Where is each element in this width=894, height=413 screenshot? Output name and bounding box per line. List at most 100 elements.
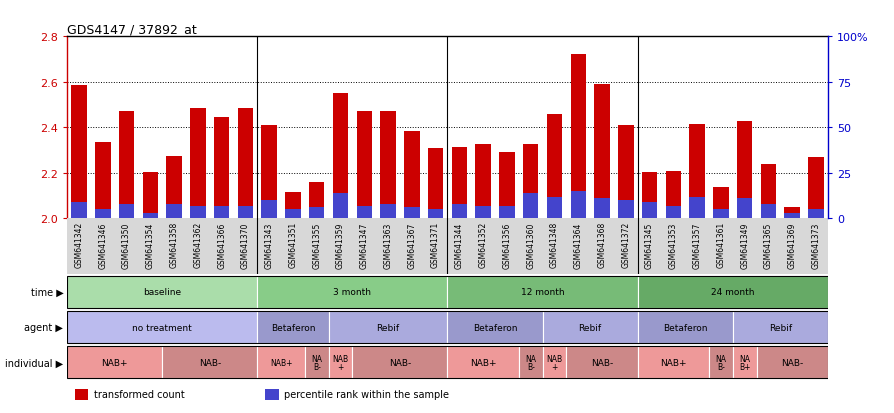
Bar: [713, 187, 728, 219]
Text: GSM641363: GSM641363: [384, 222, 392, 268]
Bar: [807, 157, 822, 219]
Text: NAB+: NAB+: [660, 358, 686, 367]
Bar: [760, 204, 775, 219]
Bar: [190, 109, 206, 219]
Text: Rebif: Rebif: [376, 323, 400, 332]
Bar: [166, 157, 181, 219]
Bar: [447, 311, 542, 343]
Text: individual ▶: individual ▶: [5, 357, 63, 368]
Text: GSM641350: GSM641350: [122, 222, 131, 268]
Text: GSM641354: GSM641354: [146, 222, 155, 268]
Bar: [665, 171, 680, 219]
Bar: [308, 208, 325, 219]
Bar: [285, 210, 300, 219]
Bar: [214, 118, 229, 219]
Bar: [356, 112, 372, 219]
Text: percentile rank within the sample: percentile rank within the sample: [283, 389, 449, 399]
Bar: [328, 347, 352, 378]
Text: GSM641361: GSM641361: [715, 222, 724, 268]
Text: GSM641346: GSM641346: [98, 222, 107, 268]
Text: GSM641366: GSM641366: [217, 222, 226, 268]
Text: GSM641365: GSM641365: [763, 222, 772, 268]
Bar: [238, 109, 253, 219]
Text: GSM641343: GSM641343: [265, 222, 274, 268]
Bar: [732, 311, 827, 343]
Text: NAB
+: NAB +: [546, 354, 562, 371]
Bar: [285, 193, 300, 219]
Bar: [308, 183, 325, 219]
Text: NA
B-: NA B-: [714, 354, 726, 371]
Bar: [356, 206, 372, 219]
Bar: [688, 197, 704, 219]
Bar: [95, 143, 110, 219]
Text: NAB-: NAB-: [590, 358, 612, 367]
Bar: [261, 201, 276, 219]
Text: NA
B-: NA B-: [525, 354, 536, 371]
Bar: [760, 164, 775, 219]
Bar: [352, 347, 447, 378]
Bar: [732, 347, 755, 378]
Bar: [261, 126, 276, 219]
Bar: [566, 347, 637, 378]
Bar: [736, 121, 752, 219]
Bar: [162, 347, 257, 378]
Bar: [214, 206, 229, 219]
Bar: [333, 94, 348, 219]
Bar: [542, 347, 566, 378]
Bar: [404, 131, 419, 219]
Text: GSM641355: GSM641355: [312, 222, 321, 268]
Bar: [257, 276, 447, 308]
Text: GSM641364: GSM641364: [573, 222, 582, 268]
Text: NAB-: NAB-: [198, 358, 221, 367]
Bar: [257, 311, 328, 343]
Bar: [807, 210, 822, 219]
Text: baseline: baseline: [143, 288, 181, 297]
Bar: [119, 204, 134, 219]
Text: GSM641351: GSM641351: [288, 222, 297, 268]
Bar: [637, 347, 708, 378]
Bar: [257, 347, 305, 378]
Text: GSM641342: GSM641342: [74, 222, 83, 268]
Bar: [499, 153, 514, 219]
Bar: [569, 55, 586, 219]
Text: 12 month: 12 month: [520, 288, 564, 297]
Bar: [265, 389, 278, 400]
Text: GSM641349: GSM641349: [739, 222, 748, 268]
Text: GSM641371: GSM641371: [431, 222, 440, 268]
Bar: [190, 206, 206, 219]
Bar: [380, 112, 395, 219]
Text: GSM641345: GSM641345: [645, 222, 654, 268]
Text: NAB+: NAB+: [101, 358, 128, 367]
Bar: [546, 197, 561, 219]
Bar: [447, 276, 637, 308]
Bar: [499, 206, 514, 219]
Text: Betaferon: Betaferon: [662, 323, 706, 332]
Bar: [72, 86, 87, 219]
Bar: [451, 204, 467, 219]
Text: GSM641372: GSM641372: [620, 222, 629, 268]
Text: Betaferon: Betaferon: [270, 323, 315, 332]
Text: time ▶: time ▶: [30, 287, 63, 297]
Bar: [72, 202, 87, 219]
Text: GSM641359: GSM641359: [335, 222, 344, 268]
Text: GSM641358: GSM641358: [170, 222, 179, 268]
Bar: [594, 85, 609, 219]
Text: GSM641353: GSM641353: [668, 222, 677, 268]
Text: GSM641370: GSM641370: [240, 222, 249, 268]
Text: GSM641352: GSM641352: [478, 222, 487, 268]
Text: GSM641348: GSM641348: [550, 222, 559, 268]
Text: GSM641356: GSM641356: [502, 222, 510, 268]
Bar: [142, 214, 158, 219]
Bar: [95, 210, 110, 219]
Text: GSM641362: GSM641362: [193, 222, 202, 268]
Bar: [522, 193, 538, 219]
Text: Betaferon: Betaferon: [472, 323, 517, 332]
Bar: [688, 125, 704, 219]
Text: GDS4147 / 37892_at: GDS4147 / 37892_at: [67, 23, 197, 36]
Bar: [637, 276, 827, 308]
Bar: [522, 145, 538, 219]
Text: NAB-: NAB-: [780, 358, 803, 367]
Bar: [333, 193, 348, 219]
Text: NAB
+: NAB +: [332, 354, 348, 371]
Text: GSM641344: GSM641344: [454, 222, 463, 268]
